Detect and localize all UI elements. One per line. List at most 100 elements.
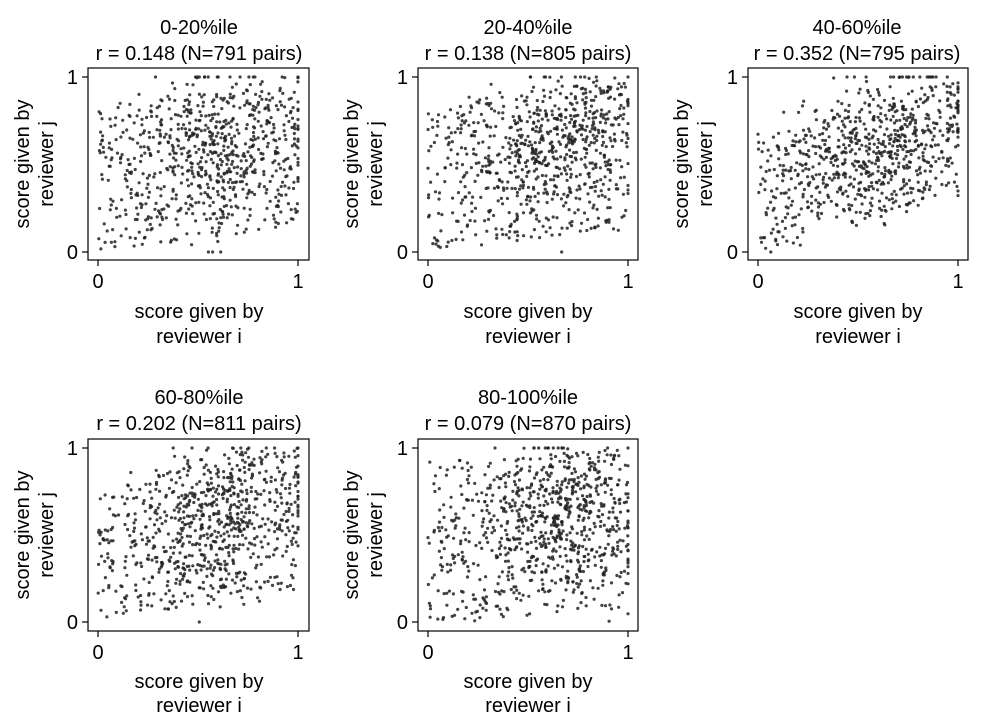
scatter-point — [461, 555, 465, 559]
points-layer — [96, 446, 300, 624]
scatter-point — [498, 477, 502, 481]
scatter-point — [177, 518, 181, 522]
scatter-point — [569, 559, 573, 563]
scatter-point — [608, 168, 612, 172]
scatter-point — [186, 169, 190, 173]
scatter-point — [219, 216, 223, 220]
scatter-point — [155, 114, 159, 118]
scatter-point — [852, 75, 857, 79]
scatter-point — [604, 566, 608, 570]
scatter-point — [222, 491, 226, 495]
scatter-point — [466, 481, 471, 485]
scatter-point — [528, 504, 532, 508]
scatter-point — [292, 449, 296, 453]
scatter-point — [784, 191, 788, 195]
scatter-point — [98, 151, 102, 155]
scatter-point — [470, 106, 474, 110]
scatter-point — [590, 499, 594, 504]
scatter-point — [164, 592, 168, 596]
scatter-point — [449, 563, 453, 567]
scatter-point — [851, 128, 855, 132]
scatter-point — [455, 219, 459, 223]
scatter-point — [534, 546, 539, 551]
scatter-point — [190, 165, 194, 169]
scatter-point — [185, 473, 189, 477]
scatter-point — [538, 457, 542, 461]
scatter-point — [541, 224, 545, 228]
scatter-point — [827, 124, 831, 128]
scatter-point — [202, 472, 206, 476]
scatter-point — [198, 542, 202, 547]
scatter-point — [868, 201, 873, 205]
scatter-point — [190, 169, 194, 173]
scatter-point — [908, 115, 912, 119]
scatter-point — [896, 129, 900, 133]
scatter-point — [276, 466, 280, 470]
scatter-point — [219, 152, 223, 156]
scatter-point — [438, 508, 442, 512]
scatter-point — [626, 571, 630, 576]
scatter-point — [577, 184, 581, 188]
scatter-point — [436, 617, 440, 621]
points-layer — [426, 75, 630, 254]
scatter-point — [516, 486, 520, 490]
scatter-point — [260, 449, 264, 453]
scatter-point — [879, 214, 883, 219]
scatter-point — [149, 104, 153, 108]
scatter-point — [927, 188, 932, 192]
scatter-point — [560, 480, 564, 484]
scatter-point — [226, 489, 230, 493]
scatter-point — [554, 523, 558, 528]
scatter-point — [580, 494, 585, 498]
scatter-point — [145, 557, 149, 561]
scatter-point — [436, 589, 440, 593]
scatter-point — [596, 492, 600, 496]
scatter-point — [583, 509, 588, 513]
scatter-point — [844, 189, 848, 193]
scatter-point — [269, 479, 273, 484]
scatter-point — [549, 90, 553, 94]
scatter-point — [260, 462, 264, 466]
scatter-point — [515, 194, 519, 198]
scatter-point — [577, 480, 581, 484]
scatter-point — [877, 158, 881, 162]
scatter-point — [462, 561, 466, 565]
scatter-point — [816, 205, 821, 209]
scatter-point — [893, 128, 897, 132]
scatter-point — [915, 138, 919, 143]
scatter-point — [428, 607, 433, 611]
scatter-point — [217, 511, 221, 516]
scatter-point — [169, 240, 173, 244]
scatter-point — [876, 137, 880, 142]
scatter-point — [534, 539, 538, 544]
scatter-point — [186, 151, 190, 155]
scatter-point — [764, 246, 768, 250]
scatter-point — [470, 209, 474, 214]
scatter-point — [598, 86, 602, 90]
scatter-point — [250, 190, 254, 194]
scatter-point — [577, 544, 581, 548]
scatter-point — [486, 217, 491, 221]
scatter-point — [149, 216, 153, 220]
scatter-point — [222, 119, 226, 124]
scatter-point — [262, 185, 266, 189]
scatter-point — [124, 597, 128, 601]
scatter-point — [901, 113, 905, 117]
scatter-point — [496, 185, 500, 190]
scatter-point — [237, 547, 241, 551]
x-axis-label-line1: score given by — [464, 301, 593, 323]
scatter-point — [594, 116, 598, 120]
scatter-point — [154, 531, 158, 535]
scatter-point — [107, 164, 111, 168]
scatter-point — [539, 530, 543, 534]
scatter-point — [206, 250, 210, 254]
scatter-point — [213, 490, 218, 494]
scatter-point — [212, 104, 216, 109]
scatter-point — [609, 453, 613, 457]
scatter-point — [476, 563, 480, 567]
scatter-point — [542, 494, 546, 498]
scatter-point — [219, 175, 223, 179]
scatter-point — [902, 184, 906, 188]
scatter-point — [617, 82, 621, 86]
scatter-point — [228, 198, 232, 202]
